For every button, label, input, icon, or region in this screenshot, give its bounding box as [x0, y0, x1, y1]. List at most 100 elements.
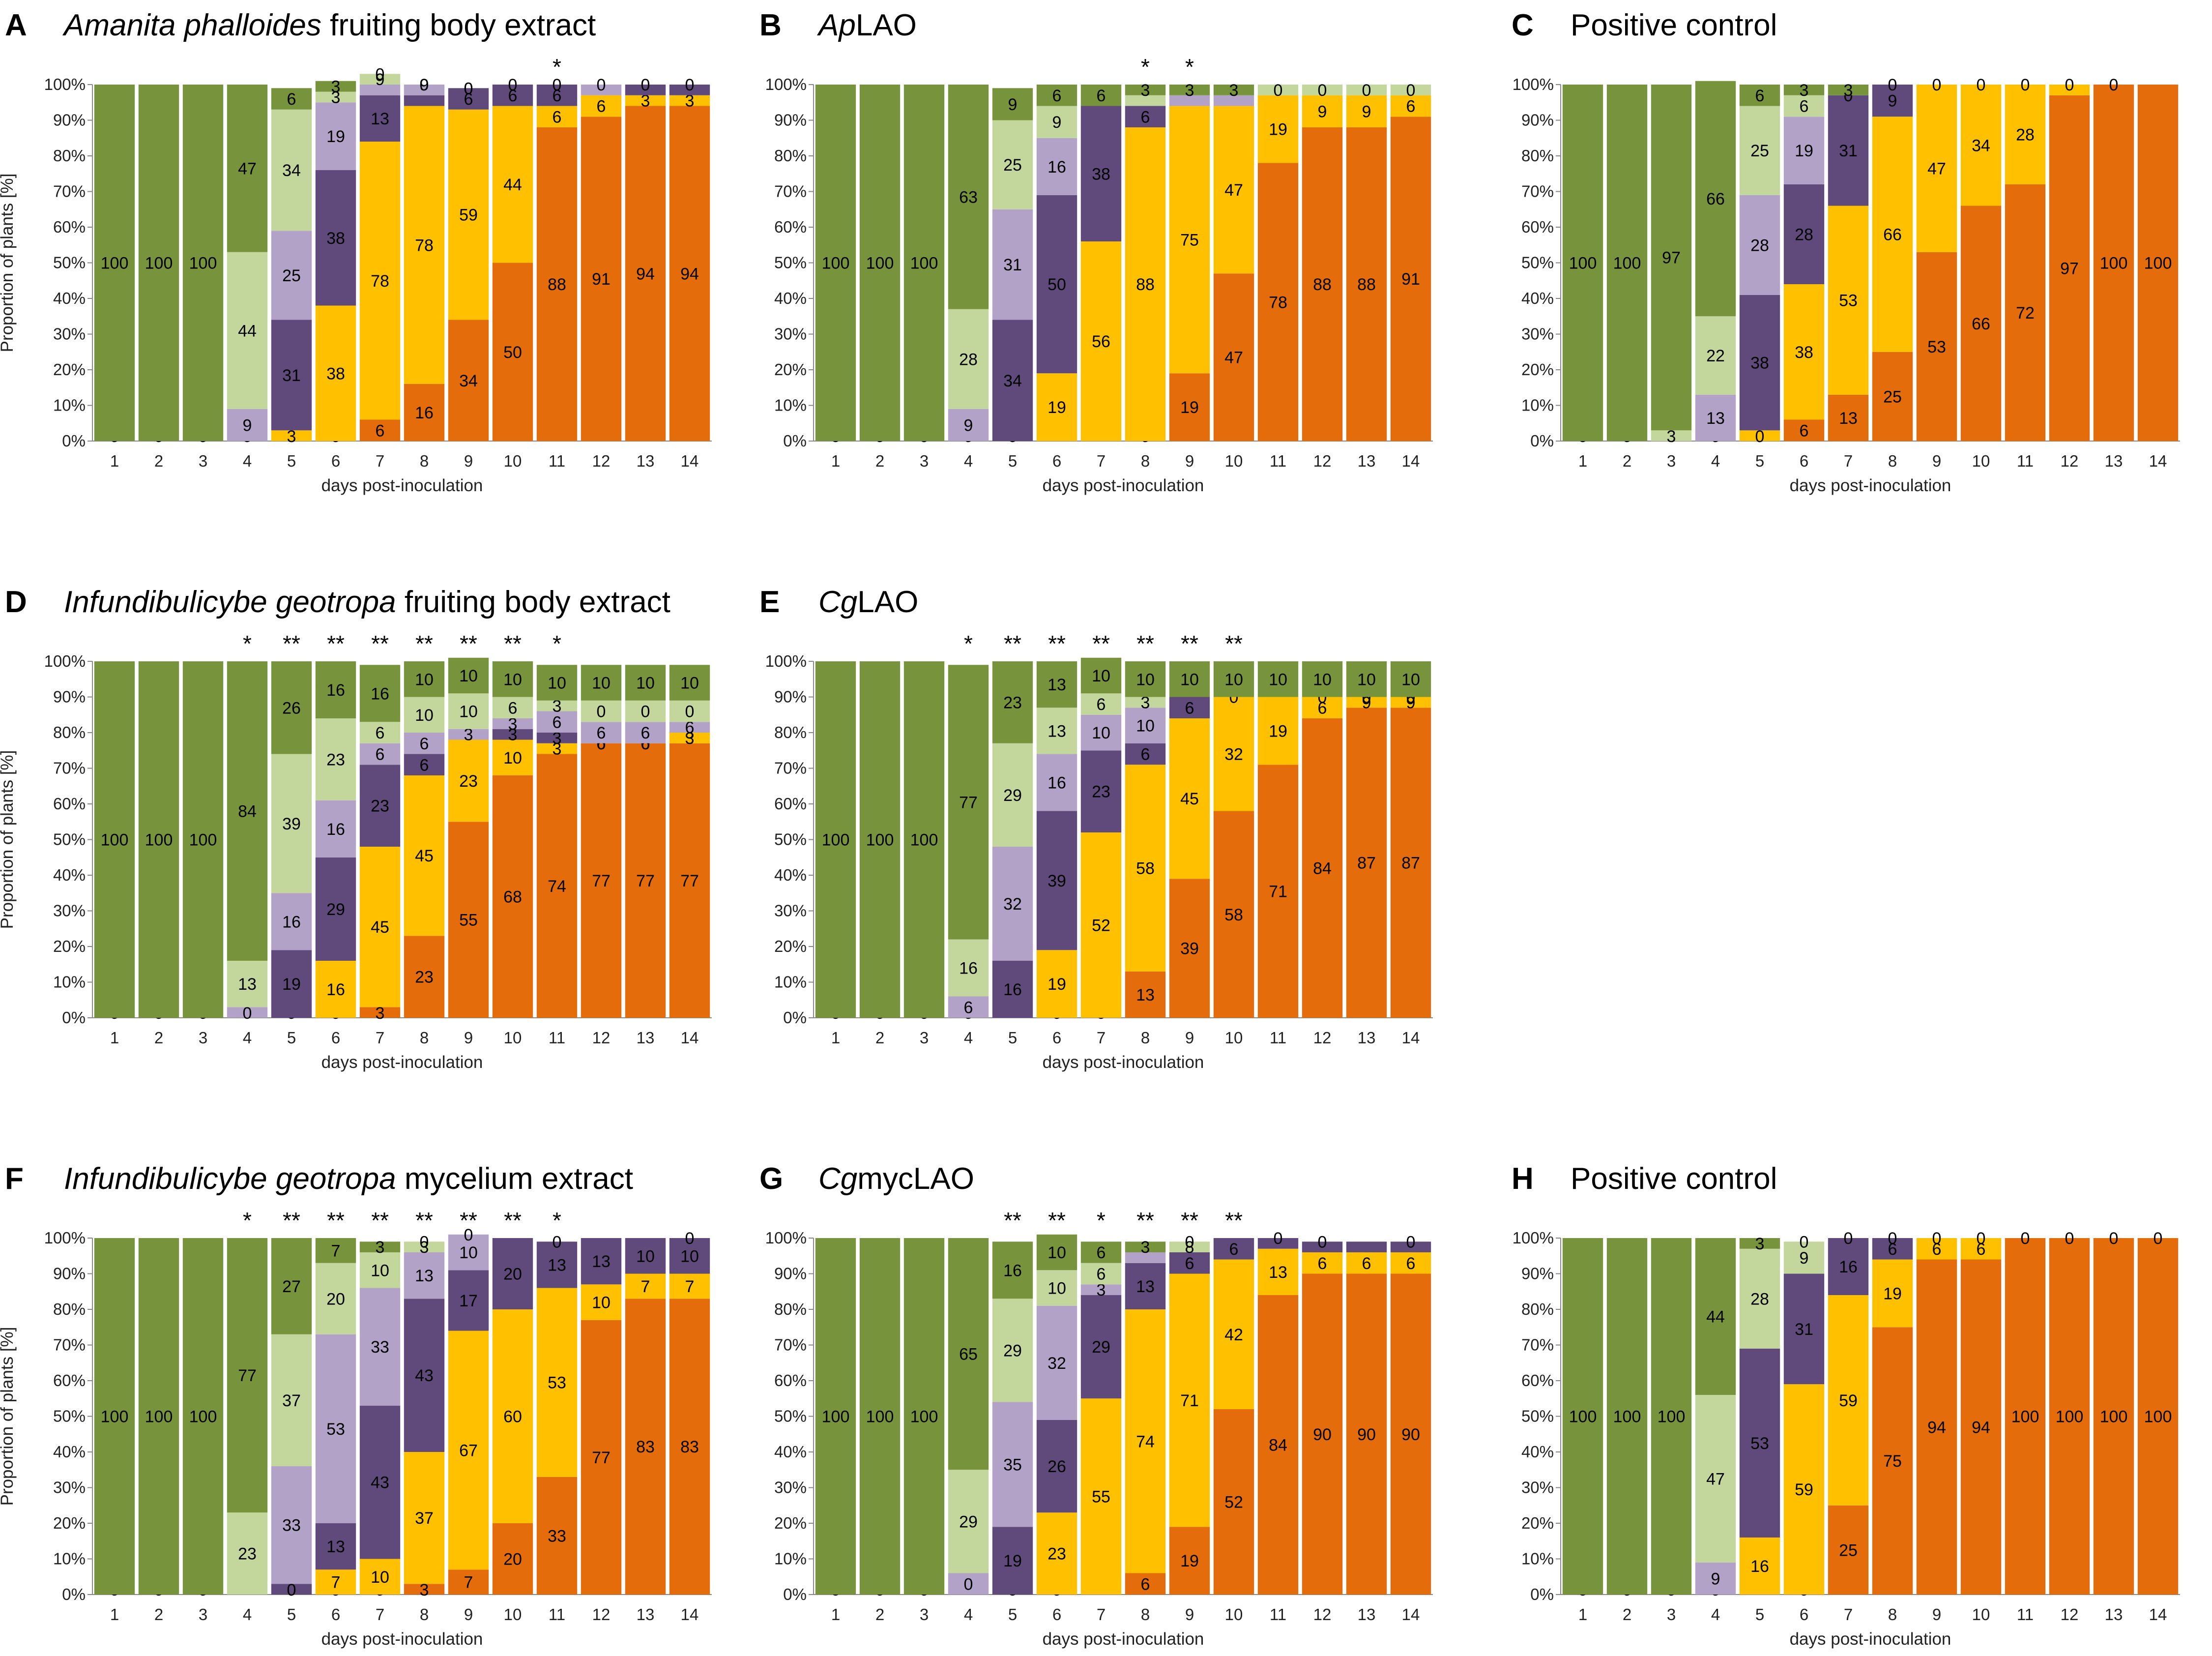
x-axis-title: days post-inoculation [1043, 1053, 1204, 1072]
data-label: 16 [1003, 980, 1022, 999]
data-label: 6 [641, 724, 650, 742]
data-label: 59 [459, 206, 478, 225]
bar-segment [315, 857, 356, 961]
data-label: 84 [238, 802, 257, 821]
data-label: 45 [415, 847, 434, 865]
bar-segment [2005, 184, 2046, 441]
data-label: 0 [2065, 76, 2074, 94]
y-tick-label: 40% [1521, 1443, 1554, 1461]
data-label: 16 [415, 404, 434, 422]
data-label: 6 [1229, 1240, 1239, 1259]
data-label: 78 [1269, 293, 1287, 312]
bar-segment [315, 718, 356, 800]
data-label: 10 [371, 1261, 389, 1280]
data-label: 25 [1003, 156, 1022, 175]
data-label: 32 [1003, 895, 1022, 914]
data-label: 3 [553, 697, 562, 716]
bar-segment [1739, 1248, 1780, 1349]
data-label: 97 [2060, 259, 2079, 278]
bar-segment [1125, 971, 1166, 1018]
bar-segment [492, 697, 533, 718]
data-label: 0 [685, 703, 695, 721]
bar-segment [1783, 1273, 1825, 1385]
data-label: 77 [592, 872, 611, 890]
bar-segment [1783, 1384, 1825, 1595]
x-tick-label: 1 [831, 1605, 840, 1624]
data-label: 13 [371, 110, 389, 128]
x-tick-label: 10 [1225, 1029, 1243, 1047]
data-label: 13 [415, 1267, 434, 1285]
bar-segment [182, 1238, 224, 1595]
bar-segment [227, 252, 268, 409]
data-label: 9 [420, 76, 429, 94]
data-label: 0 [508, 76, 518, 94]
bar-segment [948, 85, 989, 309]
data-label: 23 [1092, 783, 1110, 801]
bar-segment [1169, 373, 1210, 441]
y-tick-label: 30% [1521, 1479, 1554, 1497]
data-label: 16 [326, 820, 345, 839]
y-tick-label: 40% [774, 1443, 807, 1461]
bar-segment [1346, 95, 1387, 127]
data-label: 10 [1313, 670, 1332, 689]
x-tick-label: 5 [287, 1029, 296, 1047]
bar-segment [359, 1252, 401, 1288]
bar-segment [1390, 1273, 1431, 1595]
bar-segment [271, 893, 312, 950]
y-tick-label: 60% [774, 795, 807, 813]
bar-segment [625, 85, 666, 95]
bar-segment [404, 85, 445, 95]
bar-segment [1036, 85, 1077, 106]
significance-marker: * [553, 631, 561, 656]
data-label: 6 [1362, 1254, 1371, 1273]
panel-title: CgmycLAO [818, 1162, 974, 1196]
y-tick-label: 70% [1521, 1336, 1554, 1354]
bar-segment [1169, 106, 1210, 374]
y-tick-label: 10% [1521, 1550, 1554, 1568]
data-label: 7 [331, 1573, 341, 1592]
bar-segment [359, 722, 401, 743]
bar-segment [625, 106, 666, 441]
x-tick-label: 13 [2105, 1605, 2123, 1624]
data-label: 7 [464, 1573, 473, 1592]
bar-segment [315, 81, 356, 92]
x-tick-label: 6 [1800, 452, 1808, 470]
x-tick-label: 13 [1358, 452, 1376, 470]
y-tick-label: 10% [774, 973, 807, 991]
data-label: 3 [420, 1581, 429, 1599]
data-label: 100 [1658, 1408, 1686, 1426]
x-tick-label: 5 [1008, 1029, 1017, 1047]
bar-segment [1739, 106, 1780, 195]
panel-title: Positive control [1571, 8, 1777, 42]
bar-segment [404, 95, 445, 106]
x-tick-label: 4 [1711, 452, 1720, 470]
bar-segment [1606, 85, 1648, 441]
bar-segment [1695, 1562, 1736, 1595]
bar-segment [1346, 1273, 1387, 1595]
bar-segment [94, 85, 135, 441]
significance-marker: ** [1181, 631, 1198, 656]
y-tick-label: 50% [53, 254, 86, 272]
bar-segment [1346, 708, 1387, 1018]
data-label: 6 [1755, 87, 1765, 105]
bar-segment [1125, 1263, 1166, 1309]
y-tick-label: 70% [774, 759, 807, 777]
x-tick-label: 11 [2017, 452, 2034, 470]
significance-marker: ** [1136, 631, 1154, 656]
bar-segment [1739, 430, 1780, 441]
bar-segment [1080, 693, 1122, 715]
data-label: 77 [680, 872, 699, 890]
bar-segment [1302, 1273, 1343, 1595]
data-label: 9 [1888, 92, 1897, 111]
bar-segment [1080, 1398, 1122, 1595]
data-label: 0 [464, 79, 473, 98]
data-label: 58 [1224, 906, 1243, 924]
data-label: 29 [1003, 786, 1022, 805]
y-tick-label: 50% [774, 254, 807, 272]
data-label: 10 [1269, 670, 1287, 689]
bar-segment [948, 309, 989, 409]
y-tick-label: 90% [53, 1265, 86, 1283]
bar-segment [625, 1238, 666, 1274]
data-label: 13 [548, 1256, 566, 1274]
data-label: 0 [287, 1581, 296, 1599]
